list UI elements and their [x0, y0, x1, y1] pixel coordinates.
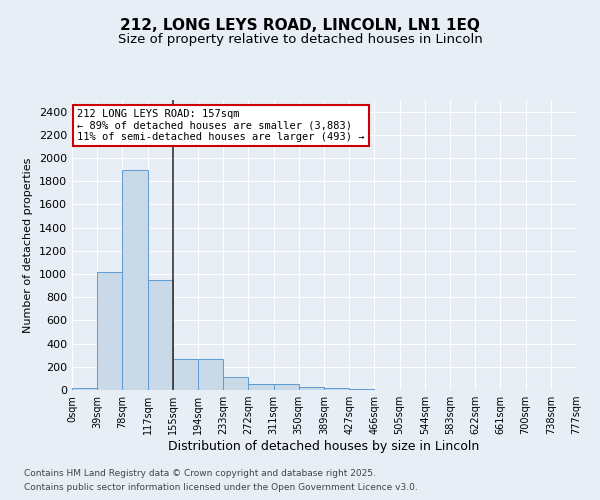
Bar [248, 384, 274, 390]
Y-axis label: Number of detached properties: Number of detached properties [23, 158, 34, 332]
Bar [122, 170, 148, 390]
Text: Contains public sector information licensed under the Open Government Licence v3: Contains public sector information licen… [24, 484, 418, 492]
Bar [97, 272, 122, 390]
Bar [173, 358, 198, 390]
Bar [299, 386, 324, 390]
Text: Contains HM Land Registry data © Crown copyright and database right 2025.: Contains HM Land Registry data © Crown c… [24, 468, 376, 477]
Bar [72, 388, 97, 390]
Text: 212 LONG LEYS ROAD: 157sqm
← 89% of detached houses are smaller (3,883)
11% of s: 212 LONG LEYS ROAD: 157sqm ← 89% of deta… [77, 108, 365, 142]
Text: Size of property relative to detached houses in Lincoln: Size of property relative to detached ho… [118, 32, 482, 46]
Bar [274, 384, 299, 390]
Bar [223, 377, 248, 390]
X-axis label: Distribution of detached houses by size in Lincoln: Distribution of detached houses by size … [169, 440, 479, 453]
Bar [198, 358, 223, 390]
Text: 212, LONG LEYS ROAD, LINCOLN, LN1 1EQ: 212, LONG LEYS ROAD, LINCOLN, LN1 1EQ [120, 18, 480, 32]
Bar [324, 388, 349, 390]
Bar [148, 280, 173, 390]
